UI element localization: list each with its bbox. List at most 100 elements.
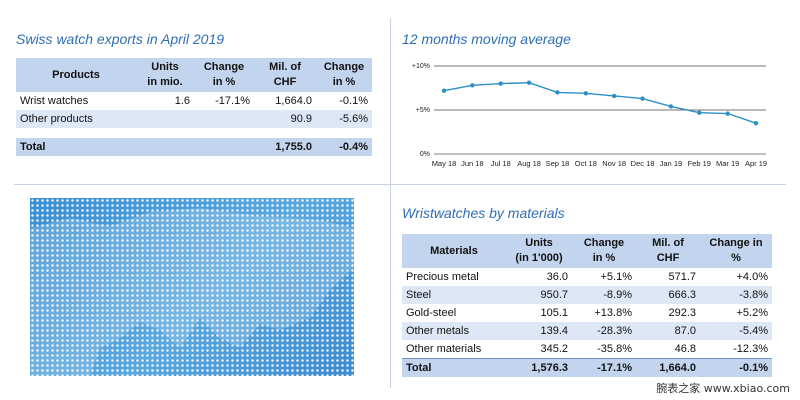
table-cell: -0.4%: [316, 138, 372, 156]
data-point: [555, 90, 560, 95]
table-cell: [136, 138, 194, 156]
materials-table: Materials Units (in 1'000) Change in % Mil…: [402, 234, 772, 377]
table-cell: 1,664.0: [275, 95, 312, 107]
watermark-text: 腕表之家 www.xbiao.com: [656, 382, 790, 395]
x-tick-label: May 18: [432, 159, 457, 168]
total-row: Total 1,576.3 -17.1% 1,664.0 -0.1%: [402, 358, 772, 377]
exports-header: Units in mio.: [136, 58, 194, 92]
x-tick-label: Jan 19: [660, 159, 683, 168]
table-cell: 666.3: [636, 286, 700, 304]
table-row: Other metals 139.4 -28.3% 87.0 -5.4%: [402, 322, 772, 340]
x-tick-label: Dec 18: [631, 159, 655, 168]
data-point: [753, 121, 759, 126]
table-cell: -8.9%: [572, 286, 636, 304]
table-spacer: [16, 128, 372, 138]
materials-header: Materials: [402, 234, 506, 268]
data-point: [441, 88, 447, 93]
table-cell: 345.2: [540, 343, 568, 355]
table-row: Precious metal 36.0 +5.1% 571.7 +4.0%: [402, 268, 772, 286]
table-cell: Other metals: [402, 322, 506, 340]
x-tick-label: Aug 18: [517, 159, 541, 168]
table-cell: -17.1%: [215, 95, 250, 107]
table-cell: 292.3: [668, 307, 696, 319]
total-row: Total 1,755.0 -0.4%: [16, 138, 372, 156]
table-cell: 571.7: [668, 271, 696, 283]
x-tick-label: Feb 19: [688, 159, 711, 168]
y-tick-label: +10%: [412, 63, 430, 70]
table-cell: Gold-steel: [406, 307, 457, 319]
data-point: [668, 104, 674, 109]
exports-header: Products: [16, 58, 136, 92]
data-point: [583, 91, 589, 96]
table-cell: 1,664.0: [636, 358, 700, 377]
table-cell: Steel: [402, 286, 506, 304]
table-cell: 36.0: [546, 271, 568, 283]
chart-title: 12 months moving average: [402, 31, 571, 47]
table-cell: -28.3%: [572, 322, 636, 340]
table-cell: 90.9: [254, 110, 316, 128]
map-dots: [30, 198, 354, 376]
materials-header-row: Materials Units (in 1'000) Change in % Mil…: [402, 234, 772, 268]
world-map-image: [30, 198, 354, 376]
table-cell: +5.2%: [736, 307, 769, 319]
data-point: [725, 111, 730, 116]
table-row: Other products 90.9 -5.6%: [16, 110, 372, 128]
table-cell: -12.3%: [733, 343, 768, 355]
vertical-divider: [390, 18, 391, 388]
chart-svg: 0% +5% +10% May 18 Jun 18 Jul 18 Aug 18 Sep 18 O…: [412, 63, 767, 168]
data-point: [498, 81, 503, 86]
table-cell: 87.0: [636, 322, 700, 340]
table-row: Gold-steel 105.1 +13.8% 292.3 +5.2%: [402, 304, 772, 322]
moving-average-chart: 0% +5% +10% May 18 Jun 18 Jul 18 Aug 18 Sep 18 O…: [398, 58, 778, 178]
materials-header: Change in %: [572, 234, 636, 268]
data-point: [697, 110, 702, 115]
table-cell: -5.4%: [700, 322, 772, 340]
exports-title: Swiss watch exports in April 2019: [16, 31, 225, 47]
x-tick-label: Jul 18: [491, 159, 511, 168]
table-row: Steel 950.7 -8.9% 666.3 -3.8%: [402, 286, 772, 304]
data-point: [470, 83, 475, 88]
x-tick-label: Apr 19: [745, 159, 767, 168]
table-cell: 1,576.3: [506, 358, 572, 377]
table-cell: 105.1: [540, 307, 568, 319]
table-cell: [194, 138, 254, 156]
exports-header: Change in %: [194, 58, 254, 92]
table-cell: 1,755.0: [254, 138, 316, 156]
table-row: Wrist watches 1.6 -17.1% 1,664.0 -0.1%: [16, 92, 372, 110]
series-line: [443, 82, 757, 124]
table-cell: -0.1%: [339, 95, 368, 107]
eurasia-landmass: [30, 208, 354, 376]
table-cell: +4.0%: [736, 271, 769, 283]
x-tick-label: Sep 18: [546, 159, 570, 168]
y-tick-label: +5%: [416, 107, 430, 114]
y-tick-label: 0%: [420, 151, 430, 158]
materials-header: Units (in 1'000): [506, 234, 572, 268]
table-cell: 46.8: [674, 343, 696, 355]
materials-header: Mil. of CHF: [636, 234, 700, 268]
table-cell: +5.1%: [600, 271, 633, 283]
table-cell: Total: [402, 358, 506, 377]
materials-title: Wristwatches by materials: [402, 205, 565, 221]
table-cell: Total: [16, 138, 136, 156]
table-cell: -3.8%: [700, 286, 772, 304]
horizontal-divider: [14, 184, 786, 185]
exports-header-row: Products Units in mio. Change in % Mil. of…: [16, 58, 372, 92]
x-tick-label: Mar 19: [716, 159, 739, 168]
data-point: [611, 93, 617, 99]
x-tick-label: Nov 18: [602, 159, 626, 168]
table-cell: -5.6%: [316, 110, 372, 128]
materials-header: Change in%: [700, 234, 772, 268]
data-point: [526, 80, 532, 85]
table-cell: -17.1%: [572, 358, 636, 377]
exports-header: Change in %: [316, 58, 372, 92]
table-cell: [194, 110, 254, 128]
table-cell: +13.8%: [594, 307, 632, 319]
table-cell: Other materials: [406, 343, 482, 355]
table-cell: 139.4: [506, 322, 572, 340]
table-cell: Precious metal: [406, 271, 479, 283]
exports-header: Mil. of CHF: [254, 58, 316, 92]
table-cell: Other products: [16, 110, 136, 128]
x-tick-label: Jun 18: [461, 159, 484, 168]
table-cell: 1.6: [174, 95, 190, 107]
table-cell: [136, 110, 194, 128]
